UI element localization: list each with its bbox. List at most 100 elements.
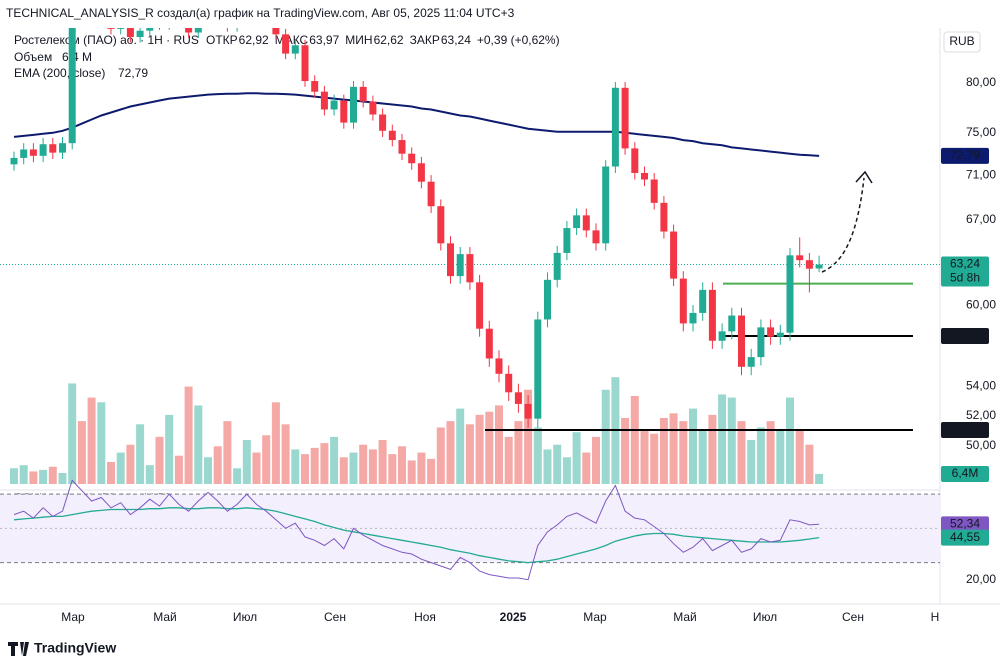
candle-body: [563, 228, 571, 253]
volume-bar: [10, 468, 18, 484]
currency[interactable]: RUB: [949, 34, 974, 48]
candle-body: [699, 289, 707, 313]
volume-bar: [592, 436, 600, 484]
volume-bar: [194, 405, 203, 484]
volume-bar: [107, 462, 115, 484]
candle-body: [815, 264, 823, 269]
volume-bar: [155, 436, 164, 484]
x-tick-label: Май: [153, 610, 177, 624]
volume-bar: [233, 468, 242, 484]
candle-body: [39, 144, 47, 156]
candle-body: [359, 86, 367, 102]
candle-body: [408, 153, 416, 164]
candle-body: [505, 373, 513, 393]
candle-body: [437, 206, 445, 244]
x-tick-label: Мар: [583, 610, 607, 624]
candle-body: [330, 100, 338, 110]
currency-button[interactable]: [943, 31, 981, 53]
volume-bar: [213, 446, 222, 484]
y-tick-label: 54,00: [966, 379, 996, 393]
y-tick-label: 50,00: [966, 438, 996, 452]
candle-body: [136, 30, 144, 38]
volume-bar: [339, 457, 348, 484]
x-tick-label: 2025: [500, 610, 527, 624]
volume-bar: [97, 402, 106, 484]
legend-change: +0,39 (+0,62%): [477, 33, 560, 47]
forecast-arrow: [821, 177, 865, 273]
candle-body: [194, 28, 202, 33]
logo: [8, 642, 29, 656]
candle-body: [29, 149, 37, 156]
candle-body: [786, 255, 794, 333]
candle-body: [146, 28, 154, 31]
volume-bar: [184, 386, 193, 484]
rsi-ma-line: [13, 507, 820, 564]
volume-bar: [533, 427, 542, 484]
candle-body: [544, 279, 551, 320]
volume-bar: [504, 436, 513, 484]
candle-body: [534, 319, 542, 419]
volume-bar: [126, 444, 135, 484]
volume-bar: [427, 458, 436, 484]
candle-body: [456, 254, 464, 277]
volume-bar: [436, 427, 445, 484]
candle-body: [611, 87, 619, 167]
volume-bar: [708, 414, 717, 484]
legend-open-label: ОТКР: [206, 33, 238, 47]
volume-bar: [756, 427, 765, 484]
volume-bar: [262, 435, 271, 484]
volume-bar: [456, 408, 465, 484]
volume-bar: [795, 429, 804, 484]
brand: TradingView: [34, 640, 116, 656]
volume-label: 6,4M: [952, 466, 979, 480]
volume-bar: [640, 429, 649, 484]
ema-value: 72,79: [118, 66, 148, 80]
volume-bar: [621, 418, 630, 484]
x-tick-label: Май: [673, 610, 697, 624]
volume-bar: [204, 457, 212, 484]
volume-bar: [116, 452, 125, 484]
volume-bar: [485, 411, 494, 484]
volume-bar: [398, 446, 406, 484]
price-pane: [0, 28, 940, 484]
rsi-label-box: [941, 516, 989, 533]
rsi-tick-label: 20,00: [966, 572, 996, 586]
ema-line: [13, 92, 820, 157]
y-tick-label: 60,00: [966, 297, 996, 311]
candle-body: [776, 332, 784, 337]
candle-body: [738, 315, 745, 367]
volume-bar: [815, 473, 824, 484]
candle-body: [573, 215, 581, 229]
volume-bar: [786, 397, 794, 484]
candle-body: [631, 148, 639, 173]
candle-body: [767, 327, 775, 337]
volume-bar: [766, 421, 775, 484]
volume-bar: [388, 454, 397, 484]
candle-body: [20, 149, 28, 158]
candle-body: [621, 87, 629, 149]
caption: TECHNICAL_ANALYSIS_R создал(а) график на…: [6, 6, 515, 20]
volume-bar: [475, 414, 484, 484]
volume-bar: [310, 447, 319, 484]
candle-body: [747, 357, 755, 367]
volume-bar: [776, 429, 785, 484]
volume-bar: [39, 469, 48, 484]
price-label: 57,65: [950, 328, 980, 342]
x-tick-label: Мар: [61, 610, 85, 624]
volume-bar: [174, 455, 183, 484]
x-tick-label: Сен: [324, 610, 346, 624]
volume-bar: [223, 421, 232, 484]
candle-body: [689, 312, 697, 324]
volume-bar: [242, 440, 251, 484]
candle-body: [320, 91, 328, 110]
symbol: Ростелеком (ПАО) ао. · 1Н · RUS: [14, 33, 199, 47]
candle-body: [10, 157, 18, 165]
candle-body: [126, 28, 134, 38]
candle-body: [369, 101, 377, 115]
candle-body: [398, 140, 406, 154]
candle-body: [379, 114, 387, 131]
ema-name: EMA (200, close): [14, 66, 105, 80]
volume-bar: [281, 424, 290, 484]
volume-bar: [48, 466, 57, 484]
candle-body: [466, 254, 474, 283]
